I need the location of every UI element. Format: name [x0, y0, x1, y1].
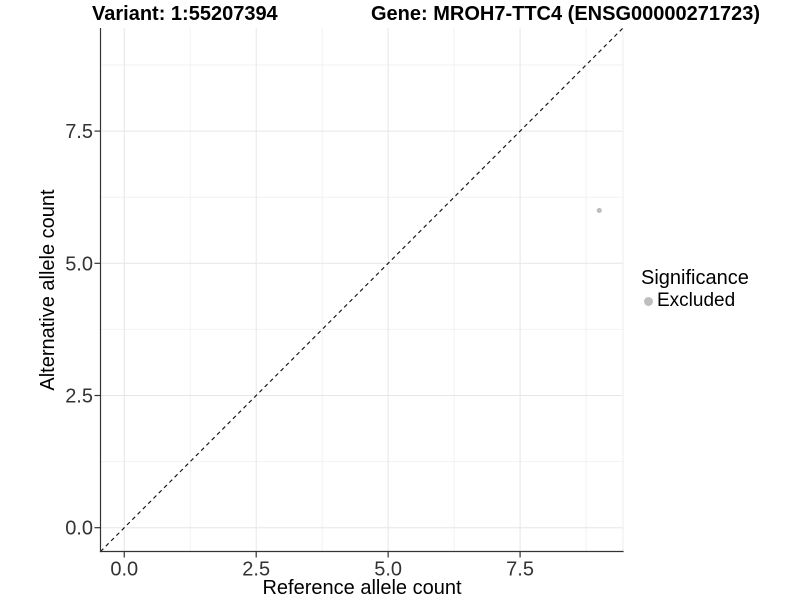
y-tick-label: 5.0 — [65, 253, 93, 275]
y-axis-title: Alternative allele count — [37, 189, 59, 391]
x-axis-title: Reference allele count — [262, 577, 462, 599]
y-tick-label: 0.0 — [65, 518, 93, 540]
data-point — [596, 207, 602, 214]
x-tick-label: 0.0 — [110, 559, 138, 581]
x-tick-label: 5.0 — [374, 559, 402, 581]
x-tick-label: 7.5 — [506, 559, 534, 581]
x-tick-label: 2.5 — [242, 559, 270, 581]
y-tick-label: 2.5 — [65, 386, 93, 408]
identity-line — [100, 27, 624, 552]
legend: Significance Excluded — [641, 267, 749, 311]
plot-title-gene: Gene: MROH7-TTC4 (ENSG00000271723) — [371, 3, 761, 25]
legend-title: Significance — [641, 267, 749, 289]
y-tick-label: 7.5 — [65, 121, 93, 143]
legend-item-label: Excluded — [657, 290, 736, 311]
plot-title-variant: Variant: 1:55207394 — [92, 3, 278, 25]
legend-key-dot-icon — [644, 296, 653, 306]
legend-item-excluded: Excluded — [641, 290, 749, 311]
